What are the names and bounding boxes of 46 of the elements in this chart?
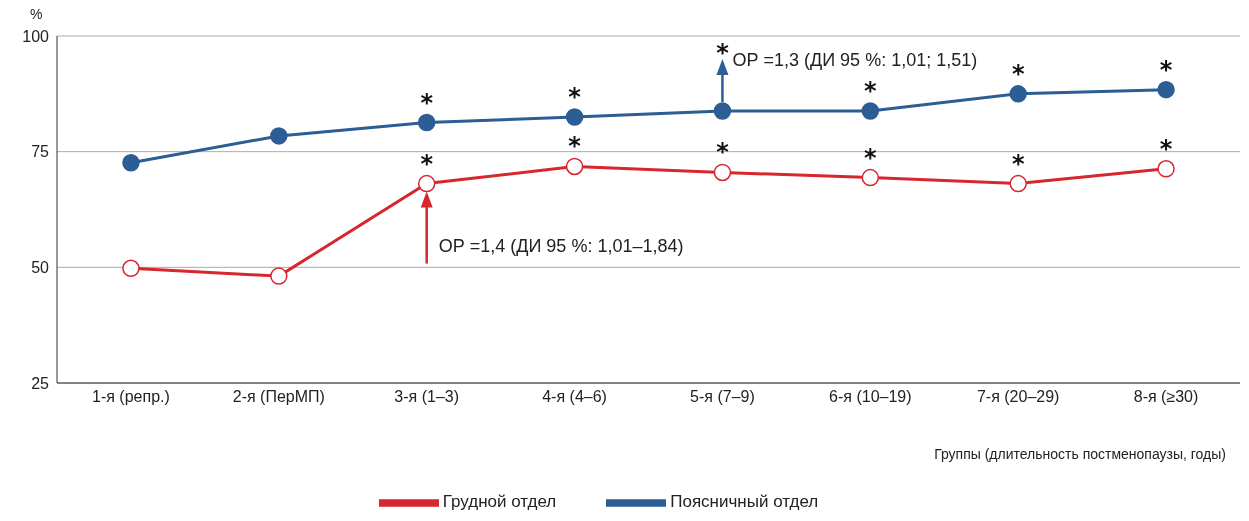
annotation: * <box>568 82 582 111</box>
annotation: * <box>1011 59 1025 88</box>
point <box>565 108 584 126</box>
annotation: ОР =1,4 (ДИ 95 %: 1,01–1,84) <box>438 235 684 256</box>
point <box>1009 174 1027 193</box>
point <box>1157 160 1175 178</box>
point <box>861 102 880 120</box>
x-tick-label: 8-я (≥30) <box>1133 388 1199 406</box>
annotation: * <box>716 38 730 67</box>
y-axis-title: % <box>30 6 43 22</box>
x-tick-label: 6-я (10–19) <box>829 388 912 406</box>
point <box>417 174 436 193</box>
legend-label: Грудной отдел <box>442 492 557 512</box>
point <box>270 127 288 145</box>
annotation: * <box>1011 149 1025 178</box>
y-tick-label: 100 <box>22 27 50 45</box>
annotation: * <box>568 132 582 161</box>
x-tick-label: 5-я (7–9) <box>690 388 755 406</box>
x-tick-label: 7-я (20–29) <box>976 388 1060 406</box>
annotation: * <box>1159 55 1173 84</box>
y-tick-label: 50 <box>31 259 50 277</box>
annotation: * <box>1159 134 1173 163</box>
point <box>270 267 288 285</box>
x-tick-label: 3-я (1–3) <box>394 388 460 406</box>
annotation: ОР =1,3 (ДИ 95 %: 1,01; 1,51) <box>732 49 978 70</box>
y-tick-label: 75 <box>31 143 50 161</box>
x-tick-label: 4-я (4–6) <box>542 388 607 406</box>
annotation: * <box>864 143 878 172</box>
x-tick-label: 2-я (ПерМП) <box>232 388 325 406</box>
point <box>1009 85 1027 103</box>
x-tick-label: 1-я (репр.) <box>92 388 170 406</box>
annotation: * <box>716 138 730 167</box>
x-axis-title: Группы (длительность постменопаузы, годы) <box>934 446 1226 462</box>
annotation: * <box>420 149 434 178</box>
point <box>417 113 436 132</box>
point <box>122 154 140 172</box>
point <box>713 102 732 120</box>
annotation: * <box>420 88 434 117</box>
point <box>1157 80 1175 99</box>
legend-label: Поясничный отдел <box>670 492 819 512</box>
point <box>122 259 140 278</box>
point <box>861 168 880 187</box>
y-tick-label: 25 <box>31 374 50 392</box>
annotation: * <box>864 76 878 105</box>
point <box>565 157 584 176</box>
point <box>713 163 732 182</box>
